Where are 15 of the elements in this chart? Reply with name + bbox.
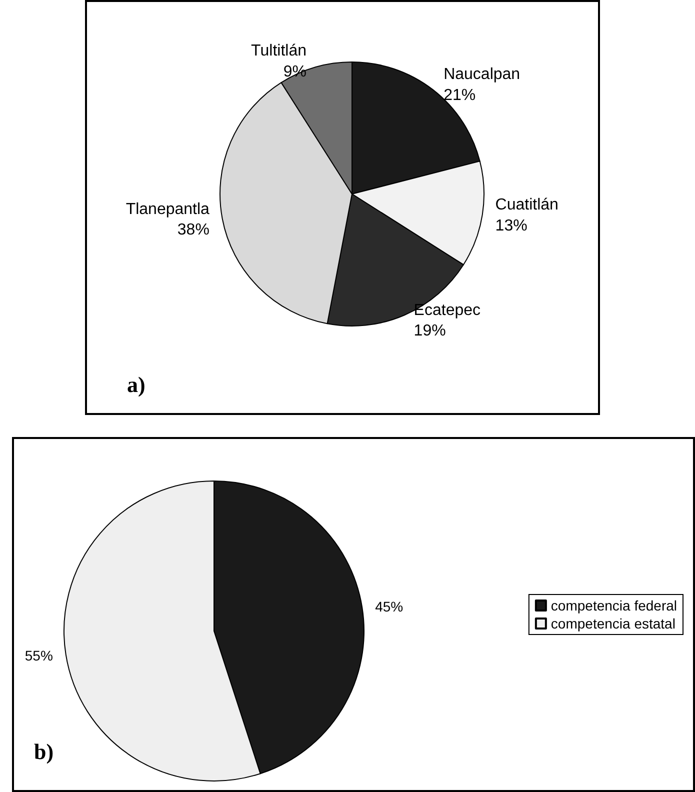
slice-label: Naucalpan bbox=[444, 66, 520, 84]
slice-label: Ecatepec bbox=[414, 302, 481, 319]
data-label: 19% bbox=[414, 322, 446, 340]
data-label: 13% bbox=[495, 217, 528, 234]
slice-label: Tlanepantla bbox=[126, 200, 210, 218]
data-label: 21% bbox=[444, 86, 476, 104]
data-label: 55% bbox=[24, 647, 53, 664]
legend-label: competencia federal bbox=[550, 598, 678, 614]
slice-label: Cuatitlán bbox=[495, 196, 558, 214]
slice-label: Tultitlán bbox=[251, 42, 306, 60]
text: b) bbox=[34, 739, 54, 765]
legend-label: competencia estatal bbox=[550, 616, 676, 632]
text: a) bbox=[127, 372, 146, 398]
data-label: 38% bbox=[177, 222, 210, 239]
data-label: 45% bbox=[375, 598, 404, 615]
